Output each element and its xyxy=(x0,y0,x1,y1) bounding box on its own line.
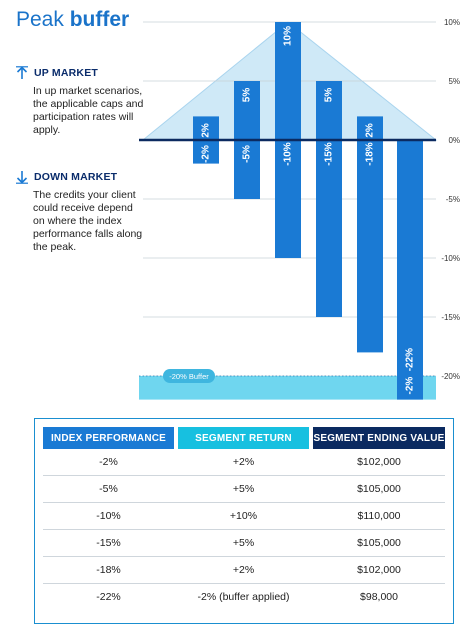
cell-index: -5% xyxy=(43,475,174,502)
cell-value: $105,000 xyxy=(313,529,445,556)
cell-value: $102,000 xyxy=(357,456,401,468)
y-tick-label: -10% xyxy=(441,254,460,263)
bar-index-performance xyxy=(316,140,342,317)
up-market-heading: UP MARKET xyxy=(16,66,144,80)
data-label-segment-return: 5% xyxy=(324,88,335,103)
buffer-label-pill xyxy=(163,369,215,383)
y-tick-label: 5% xyxy=(448,77,460,86)
cell-return: +2% xyxy=(232,456,255,468)
cell-return: +5% xyxy=(178,475,309,502)
header-index-performance: INDEX PERFORMANCE xyxy=(43,427,174,449)
y-tick-label: 10% xyxy=(444,18,460,27)
bar-index-performance xyxy=(397,140,423,400)
data-label-index-performance: -18% xyxy=(365,142,376,165)
cell-value: $98,000 xyxy=(313,583,445,610)
y-tick-label: -15% xyxy=(441,313,460,322)
up-market-text: In up market scenarios, the applicable c… xyxy=(33,85,144,136)
cell-index: -2% xyxy=(99,456,118,468)
cell-index: -10% xyxy=(43,502,174,529)
cell-index: -22% xyxy=(43,583,174,610)
y-tick-label: -20% xyxy=(441,372,460,381)
cell-return: +5% xyxy=(178,529,309,556)
table-row: -5% +5% $105,000 xyxy=(43,475,445,502)
down-arrow-icon xyxy=(16,171,28,184)
data-label-index-performance: -10% xyxy=(283,142,294,165)
bar-segment-return xyxy=(316,81,342,140)
results-table: INDEX PERFORMANCE SEGMENT RETURN SEGMENT… xyxy=(34,418,454,624)
data-label-segment-return: 2% xyxy=(365,123,376,138)
title-bold: buffer xyxy=(69,8,130,31)
data-label-segment-return: -2% xyxy=(405,377,416,395)
cell-value: $102,000 xyxy=(313,556,445,583)
results-table-grid: INDEX PERFORMANCE SEGMENT RETURN SEGMENT… xyxy=(43,427,445,610)
data-label-segment-return: 10% xyxy=(283,26,294,46)
data-label-segment-return: 5% xyxy=(242,88,253,103)
cell-value: $105,000 xyxy=(313,475,445,502)
buffer-zone xyxy=(139,376,436,400)
cell-index: -18% xyxy=(43,556,174,583)
cell-return: -2% (buffer applied) xyxy=(178,583,309,610)
cell-return: +2% xyxy=(178,556,309,583)
peak-buffer-chart: 10% 5% 0% -5% -10% -15% -20% -20% Buffer 2% -2% 5%… xyxy=(139,18,460,400)
bar-index-performance xyxy=(193,140,219,164)
bar-index-performance xyxy=(234,140,260,199)
table-row: -2% +2% $102,000 xyxy=(43,449,445,475)
page-title: Peak buffer xyxy=(16,8,129,32)
header-segment-return: SEGMENT RETURN xyxy=(178,427,309,449)
y-tick-label: 0% xyxy=(448,136,460,145)
bar-segment-return xyxy=(193,116,219,140)
data-label-segment-return: 2% xyxy=(201,123,212,138)
table-header-row: INDEX PERFORMANCE SEGMENT RETURN SEGMENT… xyxy=(43,427,445,449)
down-market-heading: DOWN MARKET xyxy=(16,170,144,184)
data-label-index-performance: -5% xyxy=(242,145,253,163)
title-regular: Peak xyxy=(16,8,70,31)
cell-value: $110,000 xyxy=(313,502,445,529)
bar-segment-return xyxy=(275,22,301,140)
bar-index-performance xyxy=(275,140,301,258)
down-market-text: The credits your client could receive de… xyxy=(33,189,143,253)
cell-return: +10% xyxy=(178,502,309,529)
data-label-index-performance: -22% xyxy=(405,348,416,371)
up-arrow-icon xyxy=(16,66,28,79)
table-row: -15% +5% $105,000 xyxy=(43,529,445,556)
down-market-block: DOWN MARKET The credits your client coul… xyxy=(16,170,144,254)
bar-index-performance xyxy=(357,140,383,353)
bar-segment-return xyxy=(234,81,260,140)
table-row: -18% +2% $102,000 xyxy=(43,556,445,583)
up-market-block: UP MARKET In up market scenarios, the ap… xyxy=(16,66,144,137)
up-market-label: UP MARKET xyxy=(34,67,99,79)
cell-index: -15% xyxy=(43,529,174,556)
data-label-index-performance: -15% xyxy=(324,142,335,165)
table-row: -22% -2% (buffer applied) $98,000 xyxy=(43,583,445,610)
table-row: -10% +10% $110,000 xyxy=(43,502,445,529)
data-label-index-performance: -2% xyxy=(201,145,212,163)
y-tick-label: -5% xyxy=(446,195,460,204)
header-segment-ending-value: SEGMENT ENDING VALUE xyxy=(313,427,445,449)
buffer-label: -20% Buffer xyxy=(169,372,209,381)
bar-segment-return xyxy=(357,116,383,140)
down-market-label: DOWN MARKET xyxy=(34,171,118,183)
